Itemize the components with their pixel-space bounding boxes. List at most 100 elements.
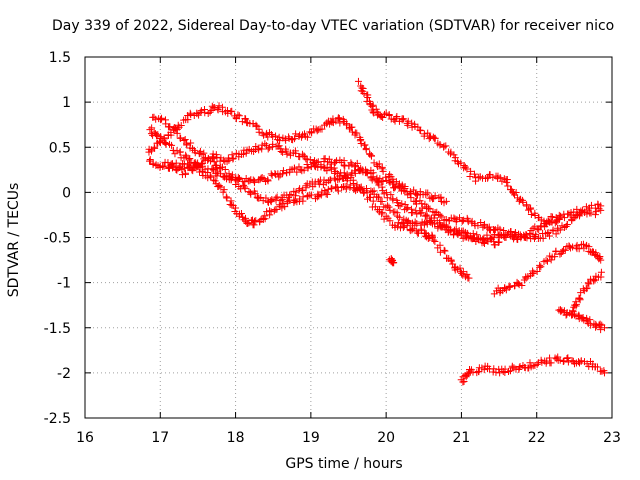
data-point [563,221,571,229]
data-point [399,223,407,231]
data-point [378,210,386,218]
data-point [530,269,538,277]
data-point [146,126,154,134]
y-tick-label: -1 [57,276,71,292]
data-point [384,202,392,210]
data-point [436,211,444,219]
data-point [501,369,509,377]
data-point [556,356,564,364]
data-point [389,180,397,188]
data-point [507,367,515,375]
data-point [526,230,534,238]
data-point [533,267,541,275]
data-point [227,197,235,205]
data-point [210,158,218,166]
data-point [302,155,310,163]
data-point [181,169,189,177]
data-point [336,119,344,127]
data-point [378,183,386,191]
data-point [587,201,595,209]
x-tick-label: 18 [227,430,245,446]
data-point [544,257,552,265]
data-point [446,150,454,158]
data-point [403,205,411,213]
data-point [279,148,287,156]
data-point [159,137,167,145]
data-point [404,204,412,212]
data-point [495,238,503,246]
data-point [363,184,371,192]
x-tick-label: 23 [603,430,621,446]
data-point [547,212,555,220]
data-point [549,227,557,235]
data-point [229,154,237,162]
data-point [177,121,185,129]
y-axis-label: SDTVAR / TECUs [6,182,22,298]
data-point [458,217,466,225]
data-point [255,146,263,154]
data-point [241,185,249,193]
data-point [242,149,250,157]
data-point [442,197,450,205]
data-point [436,140,444,148]
data-point [440,246,448,254]
data-point [400,115,408,123]
data-point [562,222,570,230]
data-point [318,188,326,196]
data-point [169,162,177,170]
data-point [457,269,465,277]
data-point [228,171,236,179]
data-point [198,167,206,175]
data-point [496,174,504,182]
data-point [477,218,485,226]
data-point [591,276,599,284]
data-point [437,194,445,202]
data-point [369,101,377,109]
data-point [366,193,374,201]
data-point [436,241,444,249]
data-point [379,167,387,175]
data-point [490,365,498,373]
data-point [317,191,325,199]
data-point [151,144,159,152]
data-point [436,219,444,227]
data-point [225,156,233,164]
data-point [407,205,415,213]
data-point [463,214,471,222]
data-point [369,197,377,205]
data-point [394,219,402,227]
data-point [300,166,308,174]
data-point [551,253,559,261]
data-point [442,142,450,150]
data-point [570,303,578,311]
data-point [272,132,280,140]
data-point [215,102,223,110]
data-point [360,89,368,97]
data-point [311,157,319,165]
data-point [251,190,259,198]
data-point [176,148,184,156]
data-point [585,280,593,288]
data-point [221,166,229,174]
data-point [213,172,221,180]
data-point [413,219,421,227]
data-point [547,359,555,367]
data-point [255,128,263,136]
data-point [475,367,483,375]
data-point [351,169,359,177]
data-point [347,123,355,131]
data-point [195,111,203,119]
data-point [416,126,424,134]
data-point [353,129,361,137]
data-point [249,120,257,128]
data-point [233,177,241,185]
data-point [479,223,487,231]
data-point [269,133,277,141]
data-point [459,268,467,276]
data-point [268,196,276,204]
data-point [157,133,165,141]
data-point [275,173,283,181]
data-point [475,236,483,244]
data-point [170,126,178,134]
data-point [360,188,368,196]
